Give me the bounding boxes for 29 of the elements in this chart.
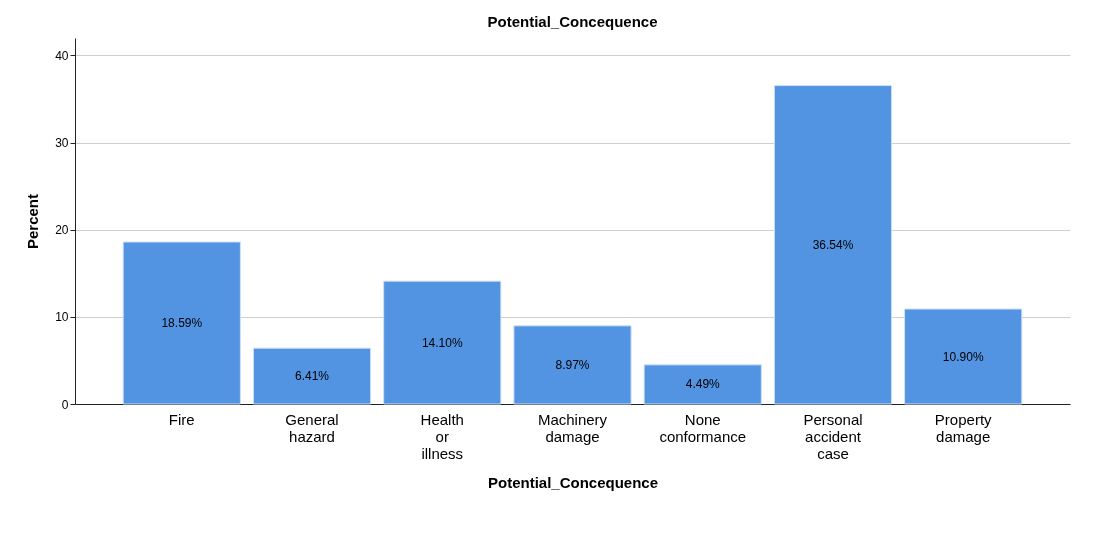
data-label: 18.59% [161, 316, 203, 330]
x-tick-label: Machinery damage [537, 410, 608, 445]
x-tick-label: Health or illness [420, 410, 464, 462]
data-label: 4.49% [685, 377, 721, 392]
y-tick-label: 40 [55, 48, 69, 63]
data-label: 14.10% [421, 335, 463, 350]
data-label: 6.41% [295, 369, 330, 384]
data-label: 8.97% [555, 357, 590, 372]
bar [383, 280, 502, 405]
data-label: 10.90% [942, 349, 984, 364]
bar [513, 325, 632, 405]
bar [773, 85, 893, 405]
x-tick-label: Fire [168, 410, 195, 428]
x-tick-label: General hazard [285, 410, 339, 445]
bar [643, 364, 762, 405]
y-tick-label: 30 [55, 136, 69, 151]
y-tick-label: 0 [61, 397, 69, 412]
x-tick-label: None conformance [659, 410, 747, 445]
x-axis-title: Potential_Concequence [487, 473, 659, 491]
bar [252, 347, 372, 405]
x-tick-label: Personal accident case [803, 410, 863, 462]
y-tick-label: 20 [55, 223, 69, 238]
bar [904, 308, 1023, 405]
y-axis-title: Percent [24, 193, 42, 250]
data-label: 36.54% [812, 237, 854, 252]
y-tick-label: 10 [55, 310, 69, 325]
chart-title: Potential_Concequence [487, 13, 658, 30]
x-tick-label: Property damage [934, 410, 993, 445]
bar [122, 241, 241, 405]
